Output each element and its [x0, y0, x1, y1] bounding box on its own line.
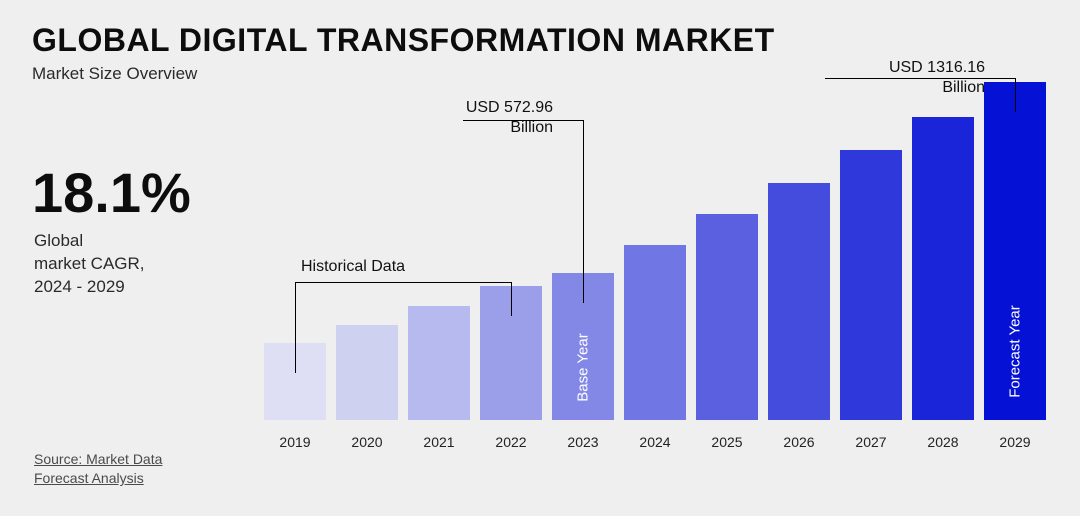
bar-2026: 2026 — [768, 183, 830, 450]
bar-2024: 2024 — [624, 245, 686, 450]
bar-rect — [696, 214, 758, 420]
bar-rect — [408, 306, 470, 420]
bar-rect — [624, 245, 686, 420]
callout-line2: Billion — [889, 78, 985, 98]
cagr-value: 18.1% — [32, 160, 191, 225]
leader-line — [1015, 78, 1016, 112]
market-bar-chart: 2019 2020 2021 2022 Base Year 2023 2024 2025 202… — [260, 60, 1060, 490]
leader-line — [583, 120, 584, 303]
bar-year-label: 2026 — [783, 434, 814, 450]
source-text: Source: Market Data Forecast Analysis — [34, 450, 162, 488]
bracket-line — [511, 282, 512, 316]
callout-line1: USD 572.96 — [466, 99, 553, 116]
cagr-caption: Global market CAGR, 2024 - 2029 — [34, 230, 145, 299]
bar-2027: 2027 — [840, 150, 902, 450]
page-title: GLOBAL DIGITAL TRANSFORMATION MARKET — [32, 22, 775, 59]
bar-2025: 2025 — [696, 214, 758, 450]
bar-rect — [336, 325, 398, 420]
bar-vertical-text: Forecast Year — [1007, 305, 1024, 398]
bar-rect — [912, 117, 974, 420]
historical-data-label: Historical Data — [301, 258, 405, 276]
bar-rect — [840, 150, 902, 420]
bar-rect — [768, 183, 830, 420]
bracket-line — [295, 282, 511, 283]
page-subtitle: Market Size Overview — [32, 64, 197, 84]
bar-vertical-text: Base Year — [575, 333, 592, 401]
leader-line — [825, 78, 1015, 79]
callout-base-year: USD 572.96 Billion — [466, 98, 553, 138]
bracket-line — [295, 282, 296, 373]
bar-year-label: 2024 — [639, 434, 670, 450]
bar-rect: Forecast Year — [984, 82, 1046, 420]
leader-line — [463, 120, 583, 121]
bar-2021: 2021 — [408, 306, 470, 450]
bar-year-label: 2019 — [279, 434, 310, 450]
bar-year-label: 2025 — [711, 434, 742, 450]
bar-year-label: 2020 — [351, 434, 382, 450]
bar-2028: 2028 — [912, 117, 974, 450]
bar-year-label: 2021 — [423, 434, 454, 450]
bar-year-label: 2029 — [999, 434, 1030, 450]
callout-line1: USD 1316.16 — [889, 59, 985, 76]
bar-year-label: 2023 — [567, 434, 598, 450]
bar-year-label: 2028 — [927, 434, 958, 450]
bar-2020: 2020 — [336, 325, 398, 450]
bar-year-label: 2027 — [855, 434, 886, 450]
callout-line2: Billion — [466, 118, 553, 138]
bar-year-label: 2022 — [495, 434, 526, 450]
bar-2029: Forecast Year 2029 — [984, 82, 1046, 450]
